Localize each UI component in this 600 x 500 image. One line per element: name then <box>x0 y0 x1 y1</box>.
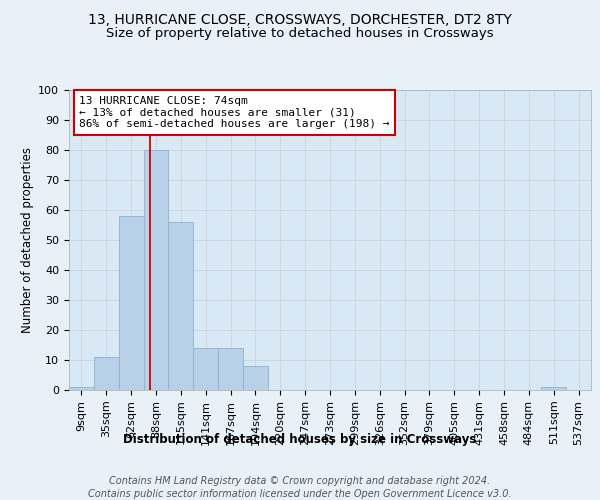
Text: Size of property relative to detached houses in Crossways: Size of property relative to detached ho… <box>106 28 494 40</box>
Text: 13, HURRICANE CLOSE, CROSSWAYS, DORCHESTER, DT2 8TY: 13, HURRICANE CLOSE, CROSSWAYS, DORCHEST… <box>88 12 512 26</box>
Bar <box>193 348 218 390</box>
Bar <box>218 348 243 390</box>
Bar <box>69 387 94 390</box>
Text: Distribution of detached houses by size in Crossways: Distribution of detached houses by size … <box>124 432 476 446</box>
Bar <box>143 150 169 390</box>
Bar <box>243 366 268 390</box>
Text: Contains public sector information licensed under the Open Government Licence v3: Contains public sector information licen… <box>88 489 512 499</box>
Bar <box>169 222 193 390</box>
Text: Contains HM Land Registry data © Crown copyright and database right 2024.: Contains HM Land Registry data © Crown c… <box>109 476 491 486</box>
Text: 13 HURRICANE CLOSE: 74sqm
← 13% of detached houses are smaller (31)
86% of semi-: 13 HURRICANE CLOSE: 74sqm ← 13% of detac… <box>79 96 390 129</box>
Y-axis label: Number of detached properties: Number of detached properties <box>21 147 34 333</box>
Bar <box>541 387 566 390</box>
Bar <box>119 216 143 390</box>
Bar <box>94 357 119 390</box>
